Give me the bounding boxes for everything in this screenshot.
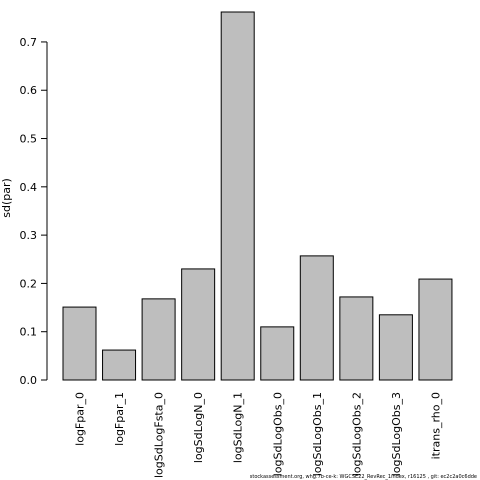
x-tick-label: logSdLogObs_0 xyxy=(271,392,284,476)
y-tick-label: 0.1 xyxy=(20,326,38,339)
y-tick-label: 0.3 xyxy=(20,229,38,242)
bar xyxy=(418,278,453,381)
x-tick-label: logFpar_0 xyxy=(74,392,87,446)
y-tick-label: 0.4 xyxy=(20,181,38,194)
y-tick-label: 0.5 xyxy=(20,133,38,146)
x-tick-label: logSdLogObs_1 xyxy=(311,392,324,476)
bar xyxy=(181,268,216,381)
x-tick-label: logFpar_1 xyxy=(113,392,126,446)
bar xyxy=(62,306,97,381)
bar xyxy=(260,326,295,381)
x-tick-label: logSdLogN_1 xyxy=(232,392,245,463)
y-axis-label: sd(par) xyxy=(0,178,13,218)
x-tick-label: logSdLogObs_2 xyxy=(350,392,363,476)
y-tick-label: 0.7 xyxy=(20,36,38,49)
y-tick-label: 0.0 xyxy=(20,374,38,387)
x-tick-label: logSdLogObs_3 xyxy=(390,392,403,476)
bar xyxy=(102,349,137,381)
x-tick-label: logSdLogFsta_0 xyxy=(153,392,166,478)
y-tick-label: 0.6 xyxy=(20,84,38,97)
x-tick-label: logSdLogN_0 xyxy=(192,392,205,463)
x-tick-label: itrans_rho_0 xyxy=(429,392,442,459)
bar xyxy=(299,255,334,381)
footnote: stockassessment.org, whg.7b-ce-k: WGCSE2… xyxy=(250,474,477,480)
bar xyxy=(220,11,255,381)
bar xyxy=(339,296,374,381)
bar xyxy=(141,298,176,381)
y-tick-label: 0.2 xyxy=(20,277,38,290)
bar xyxy=(378,314,413,381)
